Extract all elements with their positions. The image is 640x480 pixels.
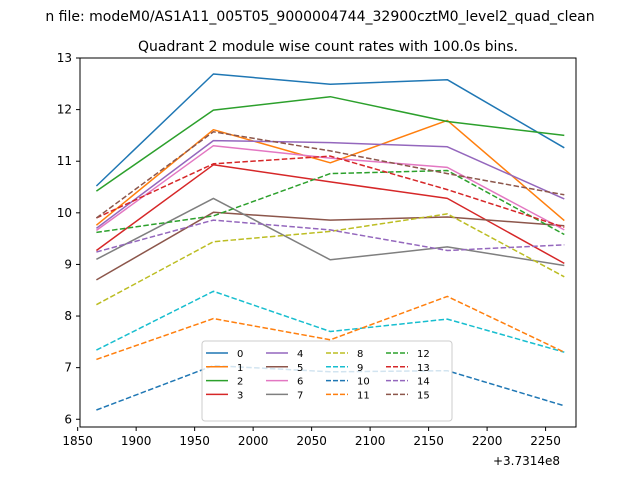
x-tick-label: 1900 (121, 434, 152, 448)
chart-title: Quadrant 2 module wise count rates with … (138, 39, 518, 55)
legend-label-9: 9 (357, 363, 363, 374)
y-tick-label: 9 (64, 257, 72, 271)
legend-label-6: 6 (297, 377, 303, 388)
legend-label-4: 4 (297, 349, 303, 360)
y-tick-label: 13 (57, 51, 72, 65)
series-line-2 (95, 95, 565, 192)
series-line-9 (96, 290, 565, 353)
series-line-8 (96, 213, 565, 306)
x-tick-label: 2200 (472, 434, 503, 448)
y-axis: 6 7 8 9 10 11 12 13 (57, 51, 80, 426)
legend-label-2: 2 (237, 377, 243, 388)
x-offset-label: +3.7314e8 (493, 454, 560, 468)
series-line-0 (95, 73, 565, 187)
legend-label-7: 7 (297, 390, 303, 401)
x-axis: 1850 1900 1950 2000 2050 2100 2150 2200 2250 (62, 427, 561, 448)
legend-label-1: 1 (237, 363, 243, 374)
legend-label-5: 5 (297, 363, 303, 374)
x-tick-label: 2000 (238, 434, 269, 448)
y-tick-label: 7 (64, 361, 72, 375)
legend-label-11: 11 (357, 390, 370, 401)
x-tick-label: 2100 (355, 434, 386, 448)
series-line-14 (96, 219, 565, 253)
x-tick-label: 2250 (530, 434, 561, 448)
series-line-5 (96, 211, 565, 281)
x-tick-label: 2050 (296, 434, 327, 448)
plot-frame (79, 57, 577, 428)
legend-label-12: 12 (417, 349, 430, 360)
x-tick-label: 2150 (413, 434, 444, 448)
legend-label-0: 0 (237, 349, 243, 360)
x-tick-label: 1950 (179, 434, 210, 448)
legend-label-10: 10 (357, 377, 370, 388)
series-line-6 (95, 144, 565, 232)
legend-label-3: 3 (237, 390, 243, 401)
series-layer (95, 73, 565, 411)
y-tick-label: 12 (57, 103, 72, 117)
y-tick-label: 6 (64, 412, 72, 426)
legend-label-14: 14 (417, 377, 430, 388)
legend-label-13: 13 (417, 363, 430, 374)
series-line-11 (96, 295, 565, 361)
series-line-1 (95, 119, 565, 226)
series-line-13 (96, 155, 565, 229)
series-line-7 (96, 197, 565, 267)
legend-label-8: 8 (357, 349, 363, 360)
y-tick-label: 11 (57, 154, 72, 168)
x-tick-label: 1850 (62, 434, 93, 448)
series-line-4 (95, 139, 565, 229)
figure-suptitle: n file: modeM0/AS1A11_005T05_9000004744_… (45, 9, 594, 25)
y-tick-label: 8 (64, 309, 72, 323)
series-line-15 (95, 131, 565, 219)
y-tick-label: 10 (57, 206, 72, 220)
series-line-12 (96, 169, 565, 236)
legend-label-15: 15 (417, 390, 430, 401)
